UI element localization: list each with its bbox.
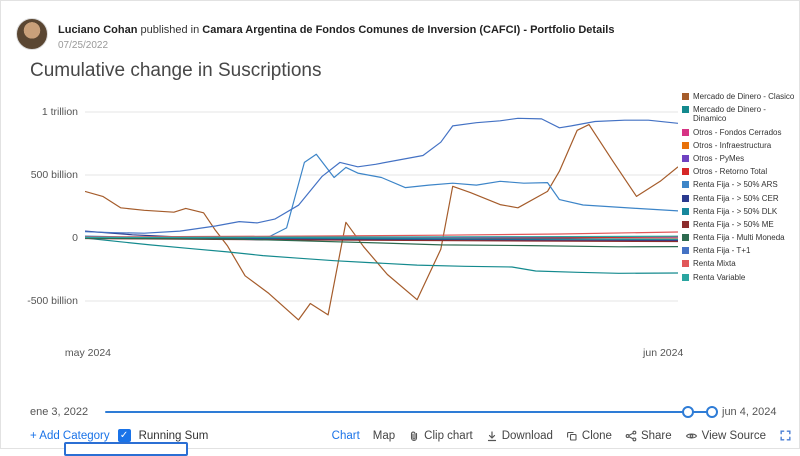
legend-swatch xyxy=(682,93,689,100)
chart-title: Cumulative change in Suscriptions xyxy=(30,60,322,81)
paperclip-icon xyxy=(408,430,420,442)
legend-label: Renta Fija - > 50% ARS xyxy=(693,180,778,190)
clone-icon xyxy=(566,430,578,442)
legend-item[interactable]: Renta Fija - > 50% ARS xyxy=(682,180,796,189)
download-icon xyxy=(486,430,498,442)
y-axis-tick-label: -500 billion xyxy=(27,295,78,307)
legend-item[interactable]: Renta Variable xyxy=(682,273,796,282)
legend-label: Renta Variable xyxy=(693,272,746,282)
series-line xyxy=(85,230,678,242)
legend-swatch xyxy=(682,234,689,242)
map-view-tab[interactable]: Map xyxy=(372,429,396,442)
x-axis-tick-label: jun 2024 xyxy=(643,347,684,359)
author-name[interactable]: Luciano Cohan xyxy=(58,24,138,36)
legend-item[interactable]: Renta Fija - Multi Moneda xyxy=(682,233,796,242)
legend-label: Renta Fija - Multi Moneda xyxy=(693,233,785,243)
y-axis-tick-label: 1 trillion xyxy=(41,106,78,118)
legend-swatch xyxy=(682,141,689,149)
legend-swatch xyxy=(682,194,689,202)
legend-item[interactable]: Mercado de Dinero - Clasico xyxy=(682,92,796,101)
timeline-slider[interactable] xyxy=(105,404,718,420)
chart-plot xyxy=(85,111,678,321)
legend-item[interactable]: Renta Fija - > 50% ME xyxy=(682,220,796,229)
legend-label: Renta Fija - T+1 xyxy=(693,246,751,256)
series-line xyxy=(85,237,678,274)
download-button[interactable]: Download xyxy=(486,430,553,442)
timeline-end-label: jun 4, 2024 xyxy=(722,406,777,418)
legend-swatch xyxy=(682,273,689,281)
legend-label: Renta Fija - > 50% CER xyxy=(693,193,779,203)
series-line xyxy=(85,231,678,238)
legend-item[interactable]: Renta Fija - T+1 xyxy=(682,246,796,255)
legend-swatch xyxy=(682,220,689,228)
toolbar-right: Chart Map Clip chart Download Clone xyxy=(332,429,792,442)
series-line xyxy=(85,117,678,234)
legend-label: Mercado de Dinero - Dinamico xyxy=(693,105,766,124)
running-sum-checkbox[interactable]: ✓ xyxy=(117,429,131,442)
legend-item[interactable]: Mercado de Dinero - Dinamico xyxy=(682,105,796,123)
legend-label: Renta Mixta xyxy=(693,259,736,269)
legend-label: Otros - Fondos Cerrados xyxy=(693,127,782,137)
legend-item[interactable]: Otros - Infraestructura xyxy=(682,141,796,150)
legend-label: Otros - PyMes xyxy=(693,153,745,163)
y-axis-tick-label: 0 xyxy=(72,232,78,244)
series-line xyxy=(85,235,678,239)
legend-item[interactable]: Otros - Retorno Total xyxy=(682,167,796,176)
series-line xyxy=(85,237,678,248)
legend: Mercado de Dinero - Clasico Mercado de Di… xyxy=(682,92,796,282)
legend-swatch xyxy=(682,128,689,136)
legend-item[interactable]: Renta Mixta xyxy=(682,259,796,268)
add-category-button[interactable]: + Add Category xyxy=(30,429,110,442)
share-icon xyxy=(625,430,637,442)
legend-swatch xyxy=(682,106,689,114)
chart-view-tab[interactable]: Chart xyxy=(331,429,360,442)
legend-label: Otros - Infraestructura xyxy=(693,140,772,150)
toolbar-left: + Add Category ✓ Running Sum xyxy=(30,429,208,442)
legend-swatch xyxy=(682,260,689,268)
legend-swatch xyxy=(682,181,689,189)
legend-swatch xyxy=(682,168,689,176)
series-line xyxy=(85,124,678,321)
legend-swatch xyxy=(682,207,689,215)
series-line xyxy=(85,153,678,241)
legend-item[interactable]: Otros - PyMes xyxy=(682,154,796,163)
legend-item[interactable]: Otros - Fondos Cerrados xyxy=(682,128,796,137)
slider-handle-left[interactable] xyxy=(681,406,694,418)
timeline-start-label: ene 3, 2022 xyxy=(30,406,89,418)
expand-icon xyxy=(779,429,792,442)
view-source-button[interactable]: View Source xyxy=(685,430,766,442)
share-button[interactable]: Share xyxy=(625,430,672,442)
fullscreen-button[interactable] xyxy=(779,429,792,442)
legend-label: Renta Fija - > 50% DLK xyxy=(693,206,778,216)
legend-label: Mercado de Dinero - Clasico xyxy=(693,92,795,101)
x-axis-tick-label: may 2024 xyxy=(64,347,112,359)
legend-item[interactable]: Renta Fija - > 50% DLK xyxy=(682,207,796,216)
publish-date: 07/25/2022 xyxy=(58,40,109,51)
slider-track[interactable] xyxy=(105,411,715,413)
published-in-text: published in xyxy=(140,24,200,36)
clone-button[interactable]: Clone xyxy=(566,430,612,442)
legend-swatch xyxy=(682,154,689,162)
legend-label: Otros - Retorno Total xyxy=(693,167,768,177)
clip-chart-button[interactable]: Clip chart xyxy=(408,430,473,442)
eye-icon xyxy=(685,430,698,442)
legend-item[interactable]: Renta Fija - > 50% CER xyxy=(682,194,796,203)
author-avatar[interactable] xyxy=(16,18,48,50)
y-axis-tick-label: 500 billion xyxy=(30,169,78,181)
publication-link[interactable]: Camara Argentina de Fondos Comunes de In… xyxy=(202,24,615,36)
legend-label: Renta Fija - > 50% ME xyxy=(693,219,774,229)
partial-bottom-element[interactable] xyxy=(64,442,188,456)
legend-swatch xyxy=(682,247,689,255)
running-sum-label: Running Sum xyxy=(138,429,209,442)
byline: Luciano Cohan published in Camara Argent… xyxy=(58,24,614,36)
slider-handle-right[interactable] xyxy=(705,406,718,418)
